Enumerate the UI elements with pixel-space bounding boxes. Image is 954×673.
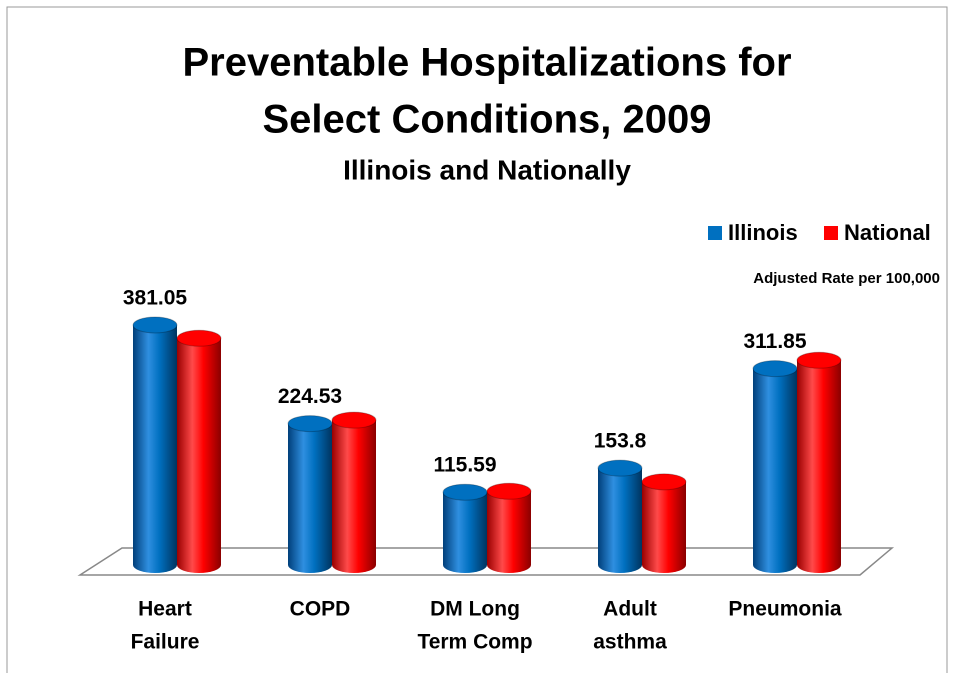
bar-top xyxy=(641,473,687,491)
data-label: 153.8 xyxy=(594,430,647,453)
x-tick-label: Failure xyxy=(131,631,200,654)
bar-top xyxy=(796,351,842,369)
x-tick-label: Pneumonia xyxy=(728,598,842,621)
legend-swatch xyxy=(708,226,722,240)
bar xyxy=(642,481,686,573)
bar xyxy=(177,338,221,573)
y-label: Adjusted Rate per 100,000 xyxy=(753,270,940,287)
x-tick-label: Adult xyxy=(603,598,657,621)
bar xyxy=(487,491,531,573)
bar xyxy=(443,492,487,573)
bar-top xyxy=(597,459,643,477)
frame xyxy=(6,6,948,673)
x-tick-label: Heart xyxy=(138,598,192,621)
chart-title: Preventable Hospitalizations for xyxy=(182,41,791,85)
x-tick-label: COPD xyxy=(290,598,351,621)
bar-top xyxy=(287,415,333,433)
x-tick-label: DM Long xyxy=(430,598,520,621)
bar xyxy=(332,420,376,573)
x-tick-label: asthma xyxy=(593,631,667,654)
data-label: 115.59 xyxy=(433,454,496,477)
bar xyxy=(598,468,642,573)
data-label: 381.05 xyxy=(123,287,188,310)
bar-top xyxy=(486,482,532,500)
bar-top xyxy=(176,329,222,347)
bar xyxy=(753,368,797,573)
bar-top xyxy=(331,411,377,429)
bar xyxy=(288,423,332,573)
bar xyxy=(797,360,841,573)
legend-label: Illinois xyxy=(728,220,798,245)
bar-top xyxy=(442,483,488,501)
bar-top xyxy=(132,316,178,334)
legend-label: National xyxy=(844,220,931,245)
bar xyxy=(133,325,177,573)
chart-subtitle: Illinois and Nationally xyxy=(343,154,631,185)
legend-swatch xyxy=(824,226,838,240)
data-label: 311.85 xyxy=(743,330,806,353)
bar-top xyxy=(752,360,798,378)
x-tick-label: Term Comp xyxy=(417,631,532,654)
data-label: 224.53 xyxy=(278,385,342,408)
chart-title: Select Conditions, 2009 xyxy=(262,98,711,142)
